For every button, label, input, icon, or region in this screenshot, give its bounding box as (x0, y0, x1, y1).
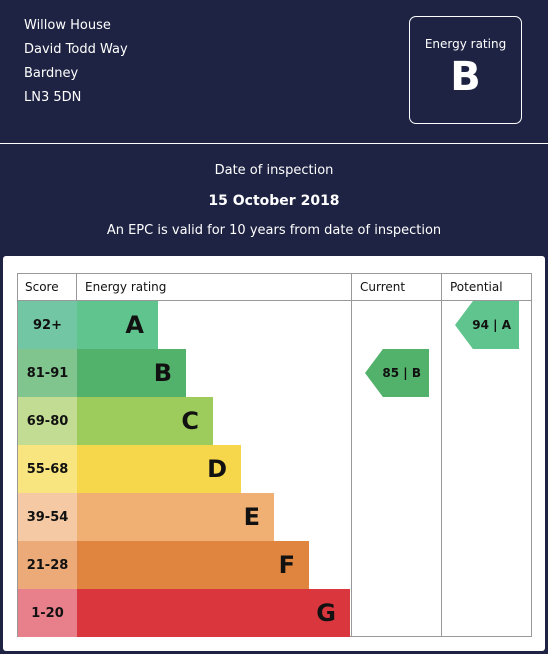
header-underline (17, 300, 532, 301)
header-divider (0, 143, 548, 144)
column-divider (441, 273, 442, 637)
energy-rating-value: B (450, 54, 481, 100)
address-line-1: Willow House (24, 18, 111, 33)
address-line-3: Bardney (24, 66, 79, 81)
inspection-label: Date of inspection (214, 163, 334, 178)
energy-rating-label: Energy rating (424, 37, 507, 51)
property-address: Willow House David Todd Way Bardney LN3 … (24, 14, 128, 110)
band-bar: E (77, 493, 274, 541)
band-bar: A (77, 301, 158, 349)
header-score: Score (25, 280, 59, 294)
address-postcode: LN3 5DN (24, 90, 82, 105)
header-current: Current (360, 280, 406, 294)
inspection-date: 15 October 2018 (208, 193, 340, 209)
band-score-range: 21-28 (18, 541, 77, 589)
band-score-range: 69-80 (18, 397, 77, 445)
band-score-range: 1-20 (18, 589, 77, 637)
band-bar: G (77, 589, 350, 637)
band-bar: F (77, 541, 309, 589)
band-score-range: 39-54 (18, 493, 77, 541)
header-energy-rating: Energy rating (85, 280, 167, 294)
address-line-2: David Todd Way (24, 42, 128, 57)
band-score-range: 81-91 (18, 349, 77, 397)
band-score-range: 92+ (18, 301, 77, 349)
current-rating-marker: 85 | B (365, 349, 429, 397)
band-score-range: 55-68 (18, 445, 77, 493)
column-divider (351, 273, 352, 637)
band-bar: D (77, 445, 241, 493)
inspection-info: Date of inspection 15 October 2018 An EP… (0, 160, 548, 242)
band-bar: C (77, 397, 213, 445)
header-potential: Potential (450, 280, 503, 294)
validity-note: An EPC is valid for 10 years from date o… (106, 223, 442, 238)
energy-rating-summary: Energy rating B (409, 16, 522, 124)
band-bar: B (77, 349, 186, 397)
